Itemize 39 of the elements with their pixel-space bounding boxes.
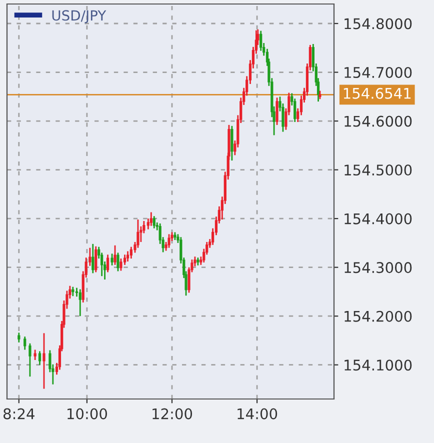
candlestick bbox=[24, 336, 26, 350]
chart-title: USD/JPY bbox=[52, 10, 106, 24]
candlestick bbox=[42, 332, 46, 390]
candlestick bbox=[38, 350, 42, 366]
candlestick bbox=[114, 244, 116, 266]
candlestick bbox=[78, 288, 82, 317]
candlestick bbox=[260, 30, 262, 52]
candlestick bbox=[123, 254, 126, 266]
candlestick bbox=[72, 286, 74, 297]
candlestick bbox=[34, 349, 36, 361]
x-tick-label: 12:00 bbox=[152, 408, 192, 420]
candlestick bbox=[276, 96, 278, 126]
y-tick-label: 154.2000 bbox=[344, 310, 412, 322]
candlestick bbox=[120, 258, 122, 272]
y-tick-label: 154.3000 bbox=[344, 262, 412, 274]
candlestick bbox=[92, 243, 94, 274]
y-tick-label: 154.4000 bbox=[344, 213, 412, 224]
candlestick bbox=[150, 212, 152, 227]
candlestick bbox=[130, 246, 132, 260]
candlestick bbox=[106, 254, 110, 273]
candlestick bbox=[28, 342, 32, 378]
candlestick bbox=[18, 332, 20, 344]
candlestick bbox=[168, 233, 170, 249]
candlestick bbox=[230, 125, 234, 162]
y-tick-label: 154.6000 bbox=[344, 116, 412, 127]
candlestick bbox=[136, 218, 140, 249]
candlestick bbox=[152, 215, 156, 230]
y-tick-label: 154.1000 bbox=[344, 360, 412, 371]
x-tick-label: 14:00 bbox=[238, 408, 278, 420]
candlestick bbox=[110, 252, 114, 266]
y-tick-label: 154.5000 bbox=[344, 164, 412, 176]
x-tick-label: 8:24 bbox=[4, 408, 34, 420]
x-tick-label: 10:00 bbox=[68, 408, 107, 420]
candlestick bbox=[116, 252, 120, 272]
ref-line-label: 154.6541 bbox=[344, 88, 411, 99]
candlestick bbox=[94, 246, 98, 273]
y-tick-label: 154.8000 bbox=[344, 18, 412, 30]
y-tick-label: 154.7000 bbox=[344, 66, 412, 78]
candlestick bbox=[126, 250, 130, 262]
